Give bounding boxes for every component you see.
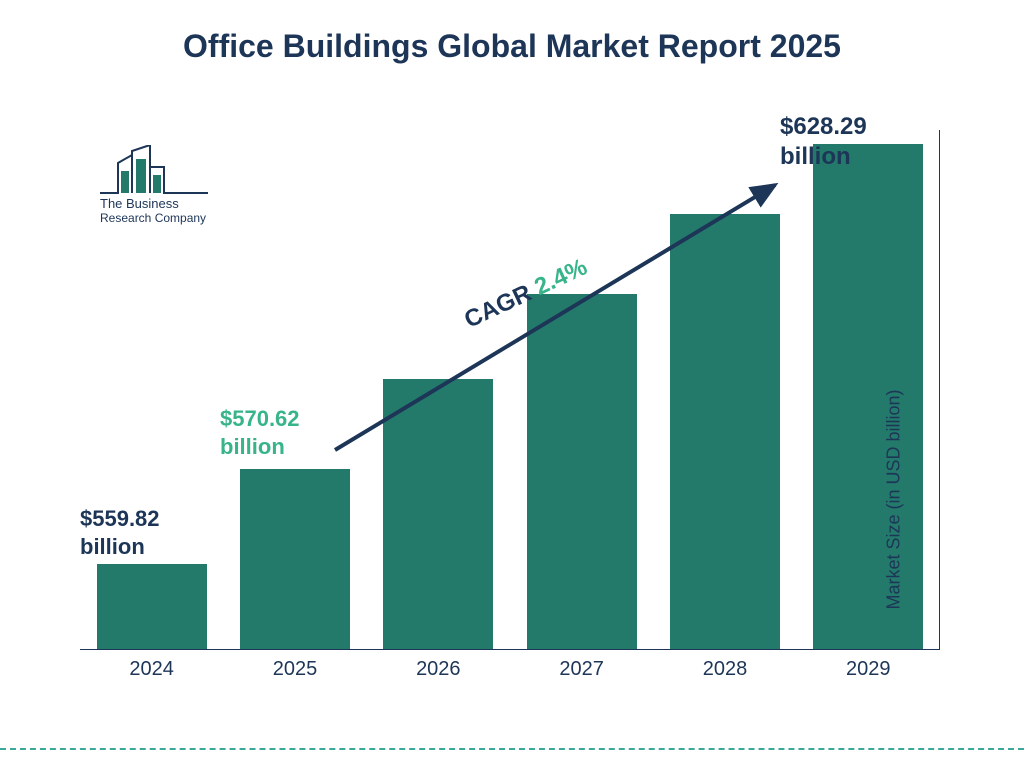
bar-2026 <box>383 379 493 649</box>
dashed-divider <box>0 748 1024 750</box>
bar-slot-2024: 2024 <box>92 130 212 649</box>
bar-2025 <box>240 469 350 649</box>
bar-category-label: 2027 <box>559 658 604 681</box>
y-axis-title: Market Size (in USD billion) <box>883 389 904 609</box>
bar-category-label: 2028 <box>703 658 748 681</box>
bar-category-label: 2026 <box>416 658 461 681</box>
bar-slot-2029: 2029 <box>808 130 928 649</box>
bar-2027 <box>527 294 637 649</box>
value-label-2: $628.29 billion <box>780 112 940 172</box>
bar-2024 <box>97 564 207 649</box>
bar-category-label: 2024 <box>129 658 174 681</box>
bar-slot-2026: 2026 <box>378 130 498 649</box>
bars-container: 202420252026202720282029 <box>80 130 940 649</box>
bar-category-label: 2025 <box>273 658 318 681</box>
bar-2028 <box>670 214 780 649</box>
bar-slot-2027: 2027 <box>522 130 642 649</box>
bar-category-label: 2029 <box>846 658 891 681</box>
bar-chart: 202420252026202720282029 $559.82billion$… <box>80 130 940 690</box>
value-label-1: $570.62billion <box>220 405 300 460</box>
bar-slot-2028: 2028 <box>665 130 785 649</box>
x-axis <box>80 649 940 650</box>
chart-title: Office Buildings Global Market Report 20… <box>0 28 1024 65</box>
value-label-0: $559.82billion <box>80 505 160 560</box>
bar-2029 <box>813 144 923 649</box>
bar-slot-2025: 2025 <box>235 130 355 649</box>
